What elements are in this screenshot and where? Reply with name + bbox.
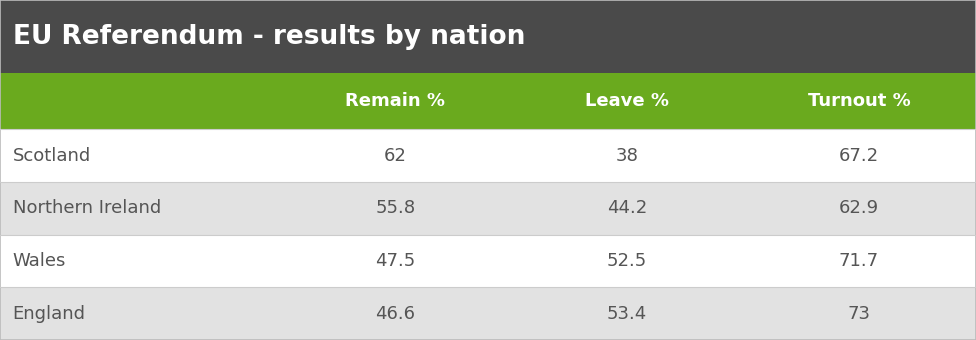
Text: Remain %: Remain % — [346, 92, 445, 110]
Bar — [0, 287, 976, 340]
Text: Wales: Wales — [13, 252, 66, 270]
Text: Scotland: Scotland — [13, 147, 91, 165]
Text: 55.8: 55.8 — [375, 199, 416, 217]
Text: 71.7: 71.7 — [838, 252, 879, 270]
Bar — [0, 73, 976, 129]
Text: Northern Ireland: Northern Ireland — [13, 199, 161, 217]
Bar — [0, 0, 976, 73]
Bar — [0, 182, 976, 235]
Text: 62: 62 — [384, 147, 407, 165]
Text: 46.6: 46.6 — [376, 305, 415, 323]
Bar — [0, 129, 976, 182]
Text: 44.2: 44.2 — [607, 199, 647, 217]
Text: Turnout %: Turnout % — [807, 92, 911, 110]
Text: 47.5: 47.5 — [375, 252, 416, 270]
Text: 73: 73 — [847, 305, 871, 323]
Text: 53.4: 53.4 — [607, 305, 647, 323]
Text: 67.2: 67.2 — [838, 147, 879, 165]
Text: 38: 38 — [616, 147, 638, 165]
Text: EU Referendum - results by nation: EU Referendum - results by nation — [13, 23, 525, 50]
Text: England: England — [13, 305, 86, 323]
Text: 52.5: 52.5 — [607, 252, 647, 270]
Text: 62.9: 62.9 — [838, 199, 879, 217]
Text: Leave %: Leave % — [585, 92, 670, 110]
Bar — [0, 235, 976, 287]
